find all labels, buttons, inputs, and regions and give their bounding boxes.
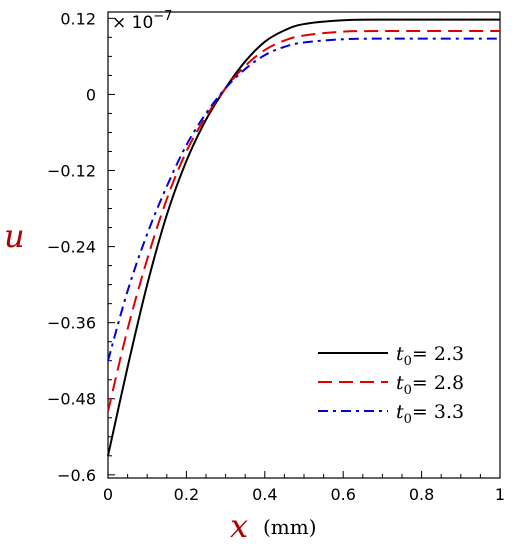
series-line-2: [107, 29, 500, 412]
y-tick-label: 0: [86, 85, 96, 104]
y-tick-label: −0.48: [47, 390, 96, 409]
y-tick-label: −0.12: [47, 162, 96, 181]
x-tick-label: 0.8: [409, 485, 434, 504]
y-axis-ticks: 0.12 0 −0.12 −0.24 −0.36 −0.48 −0.6: [47, 9, 115, 485]
x-tick-label: 0: [103, 485, 113, 504]
legend-label-3: t0= 3.3: [396, 401, 464, 427]
y-tick-label: −0.36: [47, 314, 96, 333]
legend-label-1: t0= 2.3: [396, 343, 464, 369]
y-tick-label: −0.6: [57, 466, 96, 485]
x-tick-label: 0.4: [252, 485, 277, 504]
y-tick-label: −0.24: [47, 238, 96, 257]
x-axis-label: x: [230, 507, 248, 545]
x-tick-label: 1: [495, 485, 505, 504]
y-tick-label: 0.12: [60, 9, 96, 28]
x-tick-label: 0.2: [174, 485, 199, 504]
legend: t0= 2.3 t0= 2.8 t0= 3.3: [318, 343, 464, 427]
x-axis-unit: (mm): [263, 515, 317, 539]
y-axis-label: u: [4, 217, 25, 255]
series-lines: [107, 18, 500, 457]
y-multiplier: × 10−7: [112, 9, 172, 33]
x-tick-label: 0.6: [330, 485, 355, 504]
legend-label-2: t0= 2.8: [396, 372, 464, 398]
series-line-1: [107, 18, 500, 457]
x-axis-ticks: 0 0.2 0.4 0.6 0.8 1: [103, 471, 505, 504]
series-line-3: [107, 37, 500, 361]
